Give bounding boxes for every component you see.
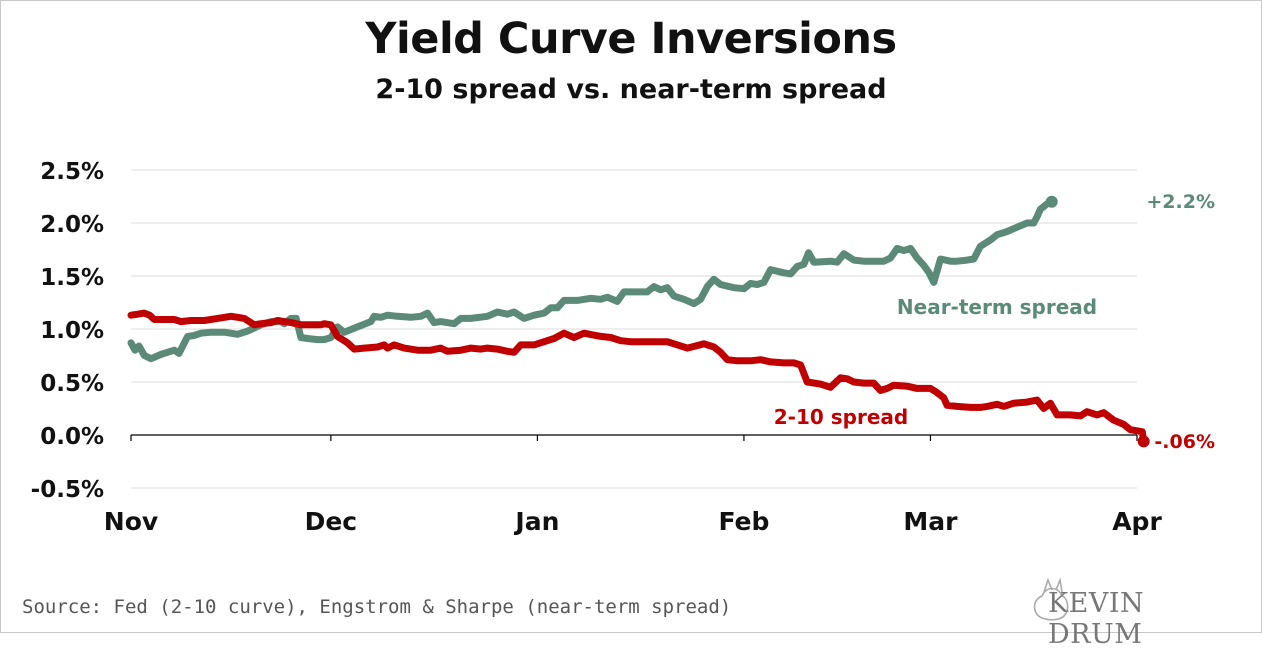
y-tick-label: 2.5% <box>40 159 104 185</box>
chart-subtitle: 2-10 spread vs. near-term spread <box>375 74 887 105</box>
y-tick-label: -0.5% <box>31 477 104 503</box>
y-tick-label: 0.5% <box>40 371 104 397</box>
series-end-point <box>1137 435 1150 448</box>
two-ten-end-value: -.06% <box>1154 431 1215 453</box>
two-ten-spread-line <box>127 309 1148 445</box>
logo-text: KEVIN DRUM <box>1048 588 1145 650</box>
chart-title: Yield Curve Inversions <box>365 14 897 64</box>
near-term-end-value: +2.2% <box>1146 191 1215 213</box>
x-tick-label: Feb <box>718 507 769 536</box>
gridlines <box>131 169 1137 489</box>
y-tick-label: 1.0% <box>40 318 104 344</box>
x-tick-label: Jan <box>513 507 559 536</box>
x-tick-label: Mar <box>903 507 958 536</box>
x-tick-label: Apr <box>1112 507 1162 536</box>
cat-logo-icon <box>1033 577 1069 621</box>
x-tick-label: Dec <box>305 507 358 536</box>
chart-plot: Nov Dec Jan Feb Mar Apr 2.5% 2.0% 1.5% 1.0% 0.5% 0… <box>31 159 1215 536</box>
y-tick-label: 1.5% <box>40 265 104 291</box>
y-tick-label: 0.0% <box>40 424 104 450</box>
series-lines <box>127 195 1150 448</box>
x-tick-label: Nov <box>104 507 158 536</box>
x-axis: Nov Dec Jan Feb Mar Apr <box>104 434 1162 536</box>
two-ten-series-label: 2-10 spread <box>774 405 908 429</box>
y-axis-ticks: 2.5% 2.0% 1.5% 1.0% 0.5% 0.0% -0.5% <box>31 159 104 503</box>
y-tick-label: 2.0% <box>40 212 104 238</box>
series-end-point <box>1045 195 1058 208</box>
series-labels: Near-term spread 2-10 spread +2.2% -.06% <box>774 191 1215 453</box>
kevin-drum-logo: KEVIN DRUM <box>1028 574 1228 650</box>
source-note: Source: Fed (2-10 curve), Engstrom & Sha… <box>22 596 732 618</box>
near-term-series-label: Near-term spread <box>897 295 1097 319</box>
